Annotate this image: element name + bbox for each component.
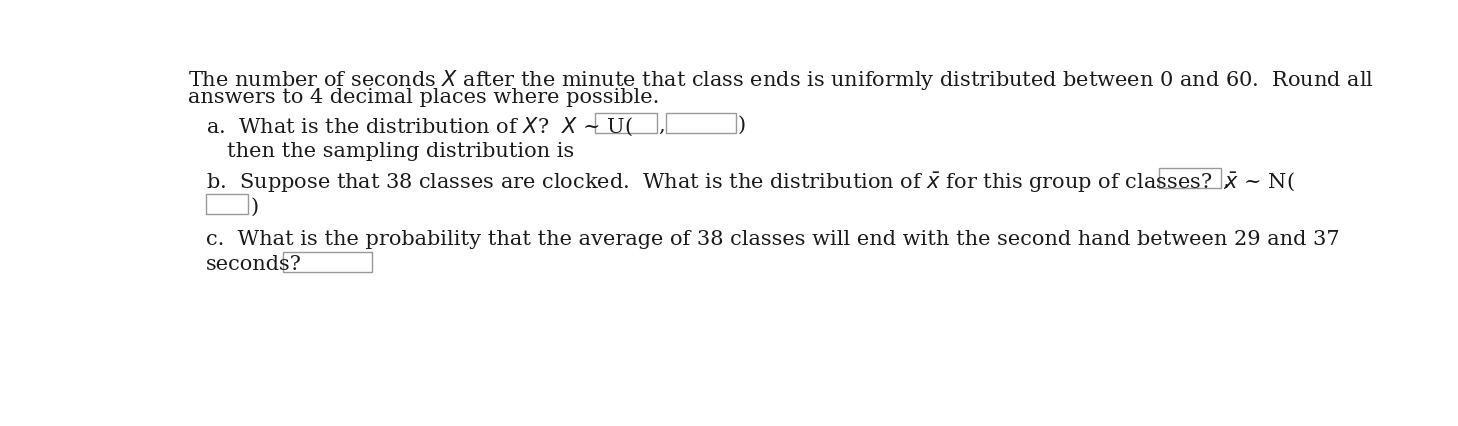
FancyBboxPatch shape — [206, 194, 248, 214]
Text: ): ) — [251, 197, 258, 216]
Text: The number of seconds $X$ after the minute that class ends is uniformly distribu: The number of seconds $X$ after the minu… — [188, 68, 1375, 92]
Text: ,: , — [1222, 171, 1229, 190]
Text: answers to 4 decimal places where possible.: answers to 4 decimal places where possib… — [188, 88, 660, 107]
FancyBboxPatch shape — [1159, 168, 1220, 188]
Text: a.  What is the distribution of $X$?  $X$ ~ U(: a. What is the distribution of $X$? $X$ … — [206, 116, 633, 138]
Text: seconds?: seconds? — [206, 255, 302, 274]
Text: then the sampling distribution is: then the sampling distribution is — [227, 142, 574, 161]
Text: b.  Suppose that 38 classes are clocked.  What is the distribution of $\bar{x}$ : b. Suppose that 38 classes are clocked. … — [206, 171, 1295, 196]
FancyBboxPatch shape — [666, 113, 736, 133]
Text: ): ) — [738, 116, 745, 135]
Text: c.  What is the probability that the average of 38 classes will end with the sec: c. What is the probability that the aver… — [206, 230, 1338, 249]
FancyBboxPatch shape — [595, 113, 656, 133]
Text: ,: , — [658, 116, 665, 135]
FancyBboxPatch shape — [283, 252, 372, 272]
